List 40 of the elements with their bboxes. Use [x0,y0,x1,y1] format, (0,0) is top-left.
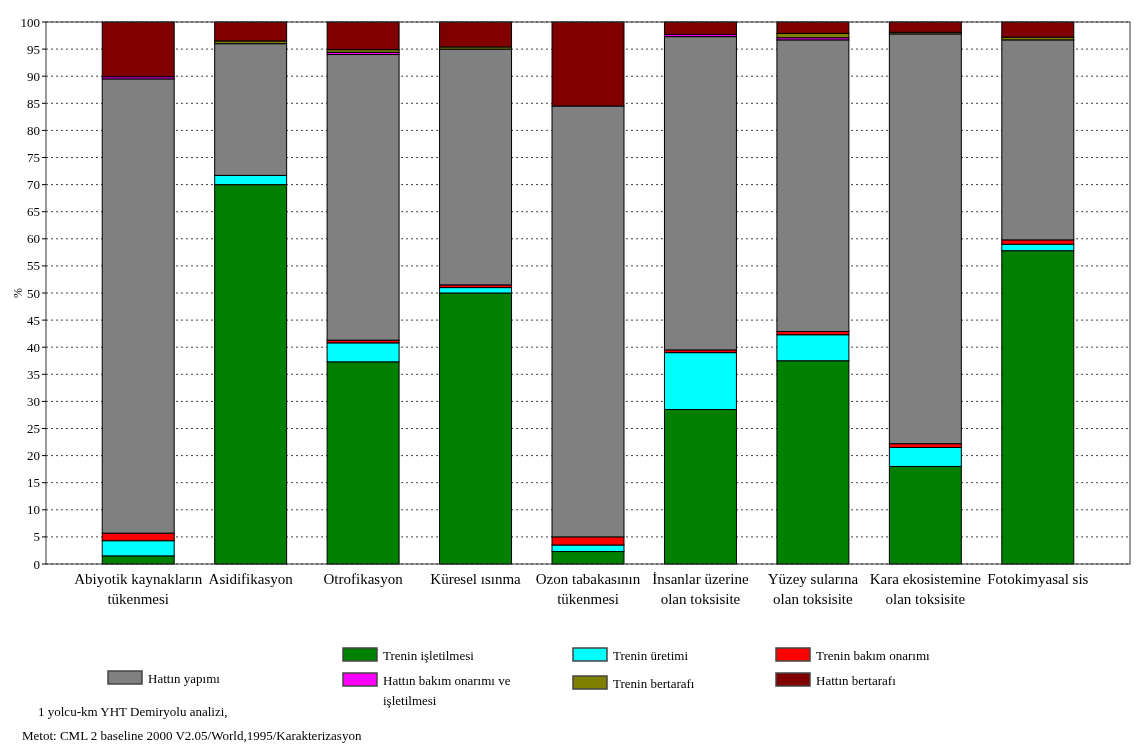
y-tick-label: 90 [27,68,40,84]
legend-label: Hattın yapımı [148,670,221,686]
x-tick-label: Küresel ısınma [430,571,522,587]
legend-label: Trenin üretimi [613,647,689,663]
y-tick-label: 55 [27,258,40,274]
text: Metot: CML 2 baseline 2000 V2.05/World,1995/Karakterizasyon [22,728,362,743]
x-tick-label: Yüzey sularına olan toksisite [767,571,859,607]
x-tick-label: İnsanlar üzerine olan toksisite [652,571,749,607]
y-axis-title: % [11,288,25,298]
y-tick-label: 5 [33,529,40,545]
y-tick-label: 0 [33,556,40,572]
legend-label: Trenin bakım onarımı [816,647,931,663]
x-tick-label: Ozon tabakasının tükenmesi [535,571,641,607]
legend-label: Hattın bakım onarımı ve işletilmesi [383,672,511,708]
y-tick-label: 35 [27,366,40,382]
y-tick-label: 50 [27,285,40,301]
y-tick-label: 70 [27,177,40,193]
y-tick-label: 15 [27,475,40,491]
y-tick-label: 95 [27,41,40,57]
y-tick-label: 25 [27,421,40,437]
x-tick-label: Kara ekosistemine olan toksisite [869,571,982,607]
x-tick-label: Fotokimyasal sis [987,571,1089,587]
y-tick-label: 40 [27,339,40,355]
y-tick-label: 10 [27,502,40,518]
y-tick-label: 75 [27,150,40,166]
text: 1 yolcu-km YHT Demiryolu analizi, [38,704,228,719]
y-tick-label: 80 [27,122,40,138]
y-tick-label: 100 [20,14,40,30]
x-tick-label: Abiyotik kaynakların tükenmesi [74,571,203,607]
x-tick-label: Otrofikasyon [323,571,404,587]
y-tick-label: 30 [27,393,40,409]
x-tick-label: Asidifikasyon [208,571,294,587]
y-tick-label: 65 [27,204,40,220]
y-tick-label: 60 [27,231,40,247]
legend-label: Trenin bertarafı [613,675,695,691]
y-tick-label: 45 [27,312,40,328]
legend-label: Trenin işletilmesi [383,647,475,663]
y-tick-label: 20 [27,448,40,464]
y-tick-label: 85 [27,95,40,111]
legend-label: Hattın bertarafı [816,672,897,688]
